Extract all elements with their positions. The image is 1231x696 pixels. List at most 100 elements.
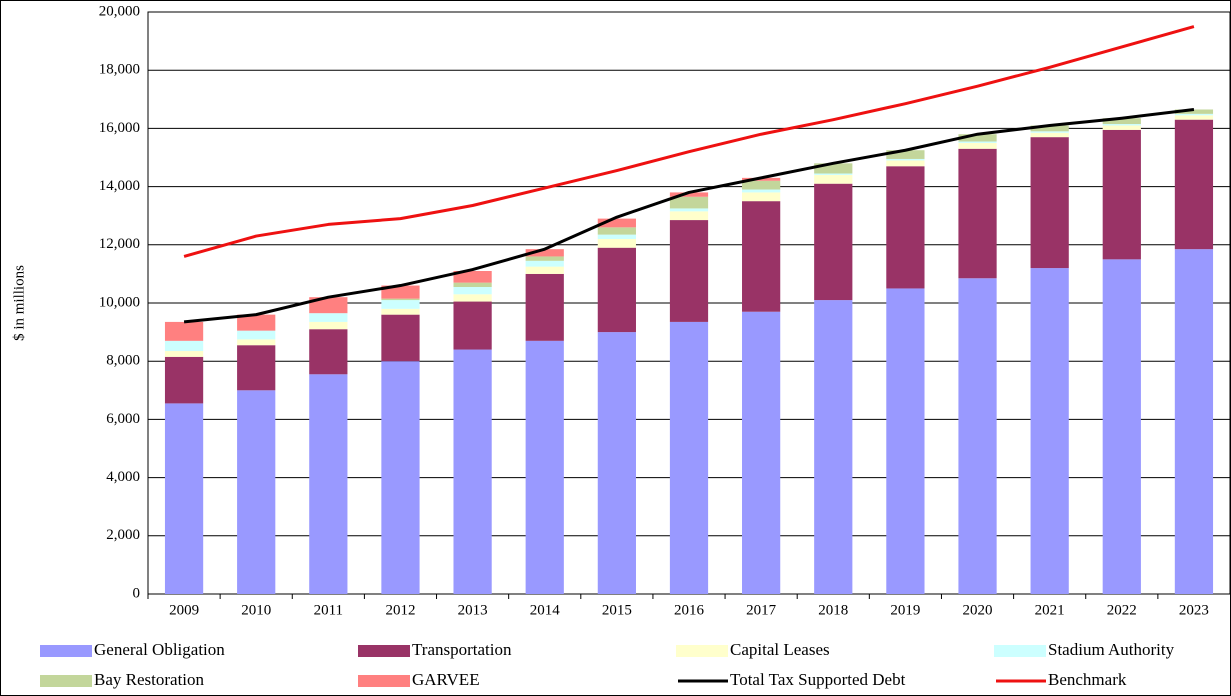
bar-segment <box>958 278 997 594</box>
bar-segment <box>164 321 204 341</box>
bar-segment <box>958 134 997 142</box>
legend-label: GARVEE <box>412 670 480 689</box>
bar-segment <box>237 330 276 340</box>
bar-segment <box>669 196 709 209</box>
y-axis-label: $ in millions <box>11 265 27 341</box>
x-tick-label: 2009 <box>169 602 199 618</box>
bar-segment <box>1102 129 1141 260</box>
bar-segment <box>814 163 853 174</box>
bar-segment <box>237 345 276 391</box>
bar-segment <box>381 314 420 362</box>
bar-segment <box>814 173 853 175</box>
y-tick-label: 18,000 <box>99 62 140 78</box>
bar-segment <box>237 339 276 346</box>
bar-segment <box>309 329 348 375</box>
bar-segment <box>886 166 925 289</box>
bar-segment <box>453 301 492 350</box>
bar-segment <box>1102 125 1141 130</box>
line-series <box>183 107 1195 324</box>
bar-segment <box>525 273 564 341</box>
legend-swatch <box>40 675 92 687</box>
bar-segment <box>886 288 925 594</box>
bar-segment <box>742 201 781 312</box>
bar-segment <box>1102 124 1141 126</box>
y-tick-label: 12,000 <box>99 236 140 252</box>
bar-segment <box>742 311 781 594</box>
bar-segment <box>164 340 204 352</box>
bar-segment <box>381 285 420 299</box>
bar-segment <box>886 158 925 161</box>
bar-segment <box>1174 109 1214 114</box>
y-tick-label: 14,000 <box>99 178 140 194</box>
x-tick-label: 2010 <box>241 602 271 618</box>
bar-segment <box>381 298 420 301</box>
y-tick-label: 8,000 <box>106 353 140 369</box>
bar-segment <box>453 349 492 594</box>
bar-segment <box>164 356 204 404</box>
y-tick-label: 20,000 <box>99 3 140 19</box>
bar-segment <box>309 297 348 314</box>
bar-segment <box>453 270 492 283</box>
x-tick-label: 2023 <box>1179 602 1209 618</box>
legend-swatch <box>358 675 410 687</box>
y-tick-label: 10,000 <box>99 294 140 310</box>
x-tick-label: 2015 <box>602 602 632 618</box>
x-tick-label: 2017 <box>746 602 777 618</box>
bar-segment <box>958 148 997 279</box>
bar-segment <box>597 332 636 594</box>
bar-segment <box>381 300 420 309</box>
bar-segment <box>381 308 420 315</box>
bar-segment <box>669 220 709 322</box>
x-tick-label: 2020 <box>963 602 993 618</box>
legend-swatch <box>994 645 1046 657</box>
legend-label: Stadium Authority <box>1048 640 1175 659</box>
bar-segment <box>958 142 997 149</box>
bar-segment <box>525 340 564 594</box>
bar-segment <box>237 390 276 594</box>
legend-swatch <box>40 645 92 657</box>
bar-segment <box>597 238 636 248</box>
bar-segment <box>597 227 636 235</box>
bar-segment <box>886 160 925 167</box>
bar-segment <box>525 266 564 274</box>
x-tick-label: 2018 <box>818 602 848 618</box>
legend-label: General Obligation <box>94 640 225 659</box>
bar-segment <box>742 189 781 193</box>
y-tick-label: 6,000 <box>106 411 140 427</box>
legend-label: Benchmark <box>1048 670 1127 689</box>
bar-segment <box>453 294 492 302</box>
bar-segment <box>525 256 564 261</box>
bar-segment <box>958 141 997 143</box>
bar-segment <box>453 282 492 287</box>
bar-segment <box>164 403 204 594</box>
x-tick-label: 2021 <box>1035 602 1065 618</box>
x-tick-label: 2014 <box>530 602 561 618</box>
y-tick-label: 2,000 <box>106 527 140 543</box>
legend-label: Transportation <box>412 640 512 659</box>
bar-segment <box>525 249 564 257</box>
legend-label: Bay Restoration <box>94 670 205 689</box>
x-tick-label: 2013 <box>458 602 488 618</box>
bar-segment <box>237 314 276 331</box>
bar-segment <box>1030 125 1069 132</box>
bar-segment <box>597 234 636 239</box>
bar-segment <box>1174 249 1214 595</box>
bar-segment <box>164 351 204 357</box>
bar-segment <box>309 321 348 330</box>
x-tick-label: 2022 <box>1107 602 1137 618</box>
bar-segment <box>1174 115 1214 120</box>
bar-segment <box>1030 268 1069 594</box>
bar-segment <box>669 208 709 212</box>
x-tick-label: 2011 <box>314 602 343 618</box>
bar-segment <box>381 361 420 594</box>
bar-segment <box>1174 113 1214 116</box>
x-tick-label: 2012 <box>385 602 415 618</box>
x-tick-label: 2019 <box>890 602 920 618</box>
bar-segment <box>525 260 564 267</box>
bar-segment <box>669 321 709 594</box>
legend-label: Capital Leases <box>730 640 830 659</box>
y-tick-label: 0 <box>133 585 141 601</box>
bar-segment <box>597 218 636 228</box>
bar-segment <box>742 192 781 202</box>
